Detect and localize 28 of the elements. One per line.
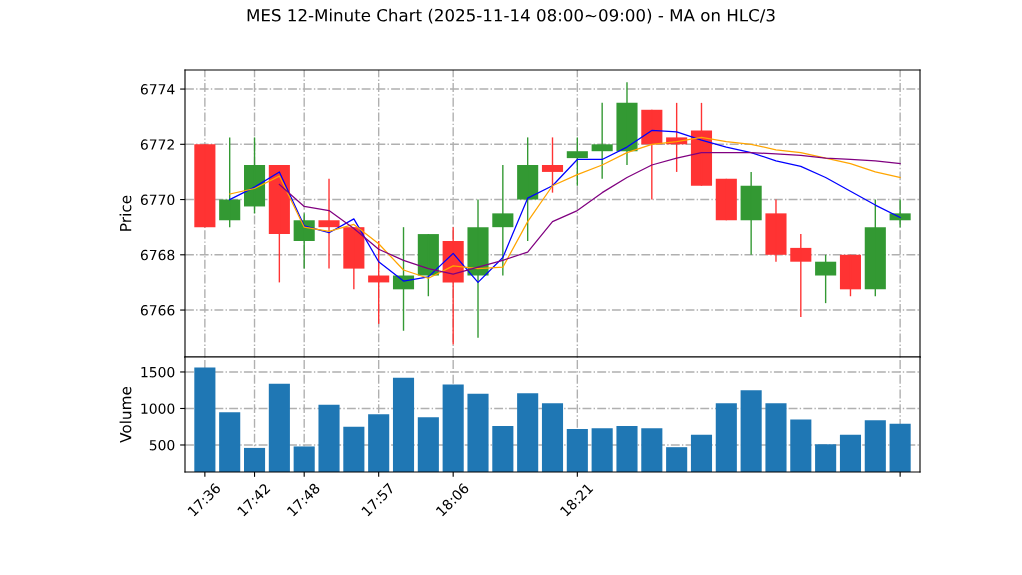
y-tick-label: 1500 [141, 366, 175, 378]
candlestick [517, 136, 539, 242]
candlestick [467, 198, 489, 339]
y-tick-label: 6774 [140, 84, 175, 95]
candlestick [839, 254, 862, 297]
y-tick-label: 6766 [140, 305, 175, 316]
candlestick [219, 136, 241, 228]
candlestick [318, 178, 340, 270]
candlestick [541, 136, 564, 194]
y-tick-label: 6770 [140, 194, 175, 206]
chart-title: MES 12-Minute Chart (2025-11-14 08:00~09:00) - MA on HLC/3 [247, 8, 775, 24]
candlestick [616, 81, 638, 166]
line-series [278, 151, 901, 275]
candlestick [765, 198, 787, 263]
y-tick-label: 500 [149, 439, 175, 451]
candlestick [591, 102, 613, 180]
y-tick-label: 6772 [140, 139, 174, 150]
y-axis-title: Volume [119, 386, 132, 443]
y-tick-label: 6768 [140, 249, 175, 261]
candlestick [492, 164, 514, 277]
candlestick [194, 143, 216, 228]
candlestick [566, 136, 588, 187]
candlestick [715, 178, 737, 221]
candlestick [864, 198, 886, 297]
y-axis-title: Price [119, 195, 132, 231]
candlestick [815, 254, 837, 304]
y-tick-label: 1000 [141, 403, 175, 414]
candlestick [790, 233, 812, 318]
